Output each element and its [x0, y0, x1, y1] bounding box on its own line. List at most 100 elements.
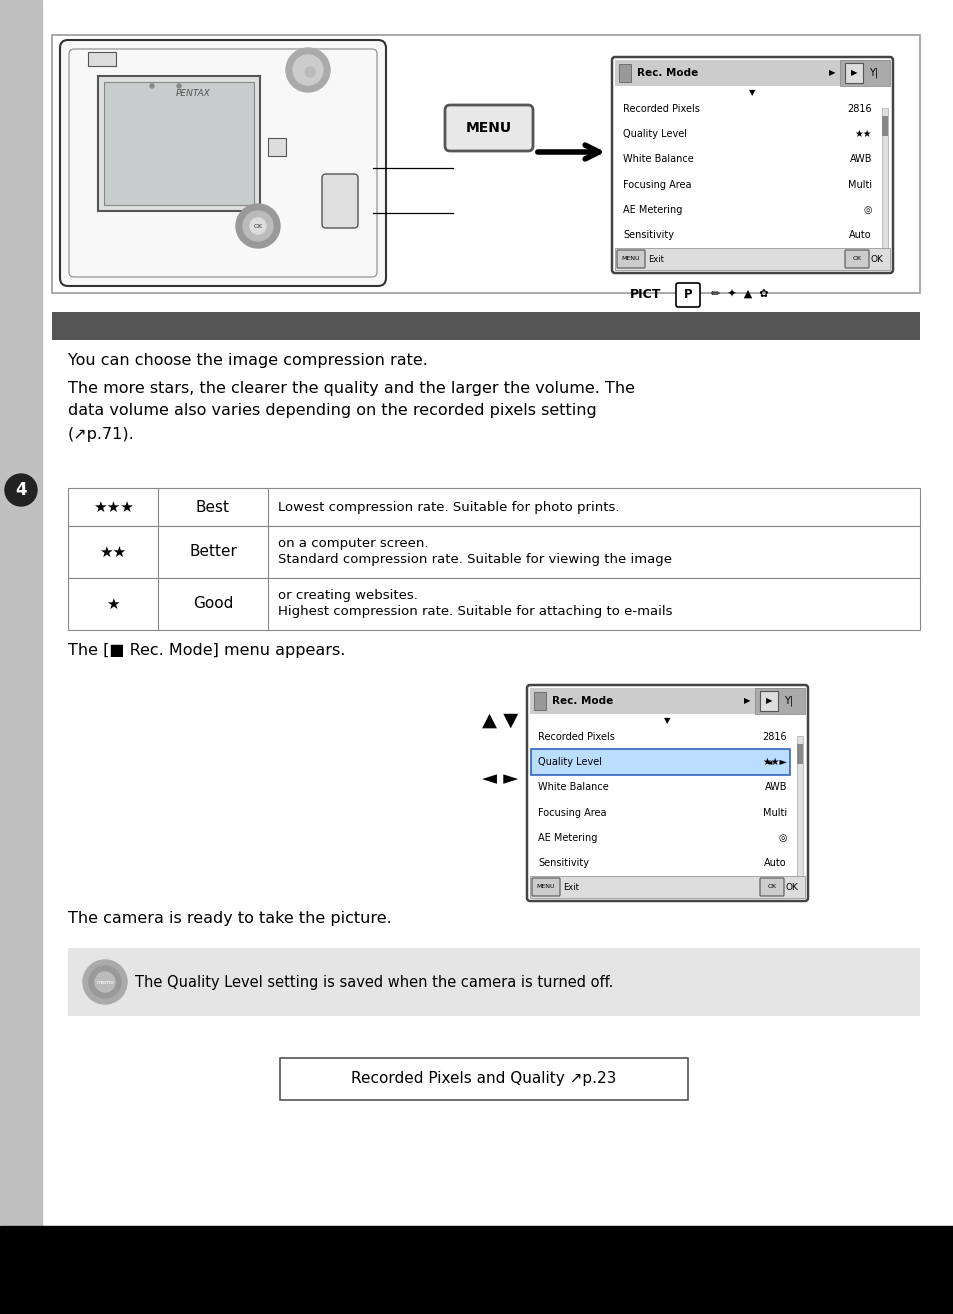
- FancyBboxPatch shape: [612, 57, 892, 273]
- Text: Standard compression rate. Suitable for viewing the image: Standard compression rate. Suitable for …: [277, 553, 671, 566]
- Text: Multi: Multi: [762, 808, 786, 817]
- Text: White Balance: White Balance: [537, 782, 608, 792]
- Bar: [840, 60, 889, 85]
- Bar: [268, 138, 286, 156]
- Text: OK: OK: [253, 223, 262, 229]
- Text: AE Metering: AE Metering: [622, 205, 681, 215]
- Text: Sensitivity: Sensitivity: [537, 858, 588, 869]
- Text: data volume also varies depending on the recorded pixels setting: data volume also varies depending on the…: [68, 403, 597, 418]
- Text: (↗p.71).: (↗p.71).: [68, 427, 134, 442]
- FancyBboxPatch shape: [844, 250, 868, 268]
- Text: ▲ ▼: ▲ ▼: [481, 711, 517, 729]
- Circle shape: [250, 218, 266, 234]
- Text: ◎: ◎: [778, 833, 786, 844]
- Text: AWB: AWB: [848, 154, 871, 164]
- Text: ★★►: ★★►: [761, 757, 786, 767]
- Bar: [52, 311, 919, 340]
- Bar: [68, 578, 919, 629]
- Bar: [796, 744, 802, 763]
- Text: ▶: ▶: [765, 696, 771, 706]
- Text: Focusing Area: Focusing Area: [622, 180, 691, 189]
- Text: ▼: ▼: [748, 88, 755, 97]
- Text: ★★★: ★★★: [92, 499, 133, 515]
- Text: Highest compression rate. Suitable for attaching to e-mails: Highest compression rate. Suitable for a…: [277, 606, 672, 619]
- Bar: [844, 63, 862, 83]
- Text: Lowest compression rate. Suitable for photo prints.: Lowest compression rate. Suitable for ph…: [277, 501, 618, 514]
- Text: The [■ Rec. Mode] menu appears.: The [■ Rec. Mode] menu appears.: [68, 643, 345, 657]
- Circle shape: [89, 966, 121, 999]
- Bar: [0, 0, 42, 1314]
- FancyBboxPatch shape: [60, 39, 386, 286]
- Text: Auto: Auto: [763, 858, 786, 869]
- FancyBboxPatch shape: [526, 685, 807, 901]
- Text: White Balance: White Balance: [622, 154, 693, 164]
- FancyBboxPatch shape: [617, 250, 644, 268]
- Bar: [88, 53, 116, 66]
- Text: Exit: Exit: [562, 883, 578, 891]
- Text: OK: OK: [785, 883, 798, 891]
- Text: ▶: ▶: [743, 696, 749, 706]
- Text: ✏  ✦  ▲  ✿: ✏ ✦ ▲ ✿: [703, 289, 768, 300]
- Text: or creating websites.: or creating websites.: [277, 590, 417, 603]
- Circle shape: [177, 84, 181, 88]
- Text: ◎: ◎: [862, 205, 871, 215]
- Bar: [882, 108, 887, 250]
- Text: P: P: [683, 288, 692, 301]
- Bar: [796, 736, 802, 878]
- Text: ★★: ★★: [99, 544, 127, 560]
- Text: Best: Best: [195, 499, 230, 515]
- Text: 2816: 2816: [846, 104, 871, 114]
- Text: Rec. Mode: Rec. Mode: [552, 696, 613, 706]
- Bar: [52, 35, 919, 293]
- Circle shape: [243, 212, 273, 240]
- Text: Better: Better: [189, 544, 236, 560]
- Text: AE Metering: AE Metering: [537, 833, 597, 844]
- Text: Focusing Area: Focusing Area: [537, 808, 606, 817]
- Text: Recorded Pixels and Quality ↗p.23: Recorded Pixels and Quality ↗p.23: [351, 1071, 616, 1087]
- FancyBboxPatch shape: [760, 878, 783, 896]
- Text: OK: OK: [852, 256, 861, 261]
- Text: Recorded Pixels: Recorded Pixels: [622, 104, 700, 114]
- FancyBboxPatch shape: [444, 105, 533, 151]
- Circle shape: [150, 84, 153, 88]
- Text: Auto: Auto: [848, 230, 871, 240]
- Text: ★: ★: [106, 597, 120, 611]
- Circle shape: [235, 204, 280, 248]
- Bar: [530, 689, 754, 714]
- Bar: [530, 689, 804, 714]
- Text: PICT: PICT: [629, 288, 660, 301]
- Bar: [68, 526, 919, 578]
- Text: ◄ ►: ◄ ►: [481, 769, 517, 787]
- FancyBboxPatch shape: [322, 173, 357, 229]
- Circle shape: [5, 474, 37, 506]
- FancyBboxPatch shape: [532, 878, 559, 896]
- Text: Recorded Pixels: Recorded Pixels: [537, 732, 615, 741]
- Text: ◄: ◄: [765, 757, 771, 766]
- Bar: [280, 1058, 687, 1100]
- Text: ▶: ▶: [850, 68, 857, 78]
- Bar: [754, 689, 804, 714]
- Text: AWB: AWB: [763, 782, 786, 792]
- Text: ▶: ▶: [828, 68, 835, 78]
- Bar: [531, 749, 789, 775]
- Text: The camera is ready to take the picture.: The camera is ready to take the picture.: [68, 911, 392, 925]
- Text: You can choose the image compression rate.: You can choose the image compression rat…: [68, 352, 428, 368]
- Bar: [68, 947, 919, 1016]
- Text: 4: 4: [15, 481, 27, 499]
- Text: MENU: MENU: [621, 256, 639, 261]
- Bar: [615, 248, 889, 269]
- Bar: [104, 81, 253, 205]
- Bar: [530, 876, 804, 897]
- Bar: [615, 60, 840, 85]
- Text: Sensitivity: Sensitivity: [622, 230, 673, 240]
- Text: OK: OK: [870, 255, 882, 264]
- Text: on a computer screen.: on a computer screen.: [277, 537, 428, 551]
- Bar: [68, 487, 919, 526]
- Bar: [98, 76, 260, 212]
- Text: Good: Good: [193, 597, 233, 611]
- Circle shape: [305, 67, 314, 78]
- Bar: [615, 60, 889, 85]
- Text: PENTAX: PENTAX: [175, 88, 211, 97]
- Text: The Quality Level setting is saved when the camera is turned off.: The Quality Level setting is saved when …: [135, 975, 613, 989]
- Bar: [760, 691, 778, 711]
